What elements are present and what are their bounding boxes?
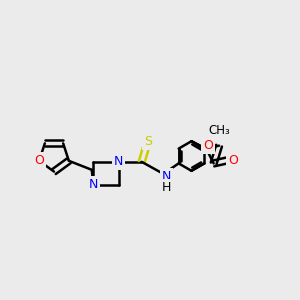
Text: H: H: [162, 181, 171, 194]
Text: S: S: [144, 135, 152, 148]
Text: N: N: [88, 178, 98, 191]
Text: O: O: [34, 154, 44, 167]
Text: CH₃: CH₃: [208, 124, 230, 137]
Text: O: O: [203, 139, 213, 152]
Text: N: N: [114, 155, 124, 168]
Text: N: N: [162, 170, 171, 183]
Text: O: O: [228, 154, 238, 167]
